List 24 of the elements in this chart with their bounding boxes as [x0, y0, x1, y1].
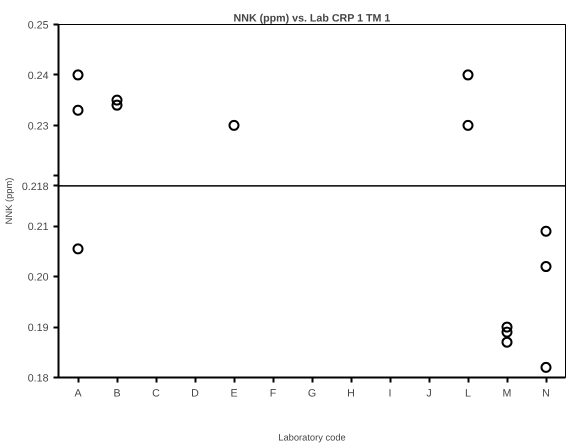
x-tick-label: J — [426, 388, 432, 400]
x-tick-label: C — [152, 388, 160, 400]
chart-title: NNK (ppm) vs. Lab CRP 1 TM 1 — [234, 12, 390, 24]
x-tick-label: M — [502, 388, 512, 400]
x-tick-label: B — [113, 388, 121, 400]
x-tick-label: N — [542, 388, 550, 400]
x-axis-title: Laboratory code — [278, 432, 346, 442]
x-tick-label: E — [230, 388, 238, 400]
x-tick-label: D — [191, 388, 200, 400]
ref-line-label: 0.218 — [22, 180, 49, 193]
x-tick-label: G — [308, 388, 316, 400]
y-tick-label: 0.24 — [28, 70, 49, 82]
y-tick-label: 0.18 — [28, 372, 49, 384]
y-axis-title: NNK (ppm) — [4, 178, 14, 224]
x-tick-label: I — [388, 388, 392, 400]
x-tick-label: L — [465, 388, 472, 400]
y-tick-label: 0.20 — [28, 272, 49, 284]
x-tick-label: F — [270, 388, 277, 400]
x-tick-label: A — [74, 388, 82, 400]
x-tick-label: H — [347, 388, 355, 400]
y-tick-label: 0.25 — [28, 20, 49, 32]
y-tick-label: 0.21 — [28, 221, 49, 234]
y-tick-label: 0.19 — [28, 322, 49, 334]
y-tick-label: 0.23 — [28, 120, 49, 132]
